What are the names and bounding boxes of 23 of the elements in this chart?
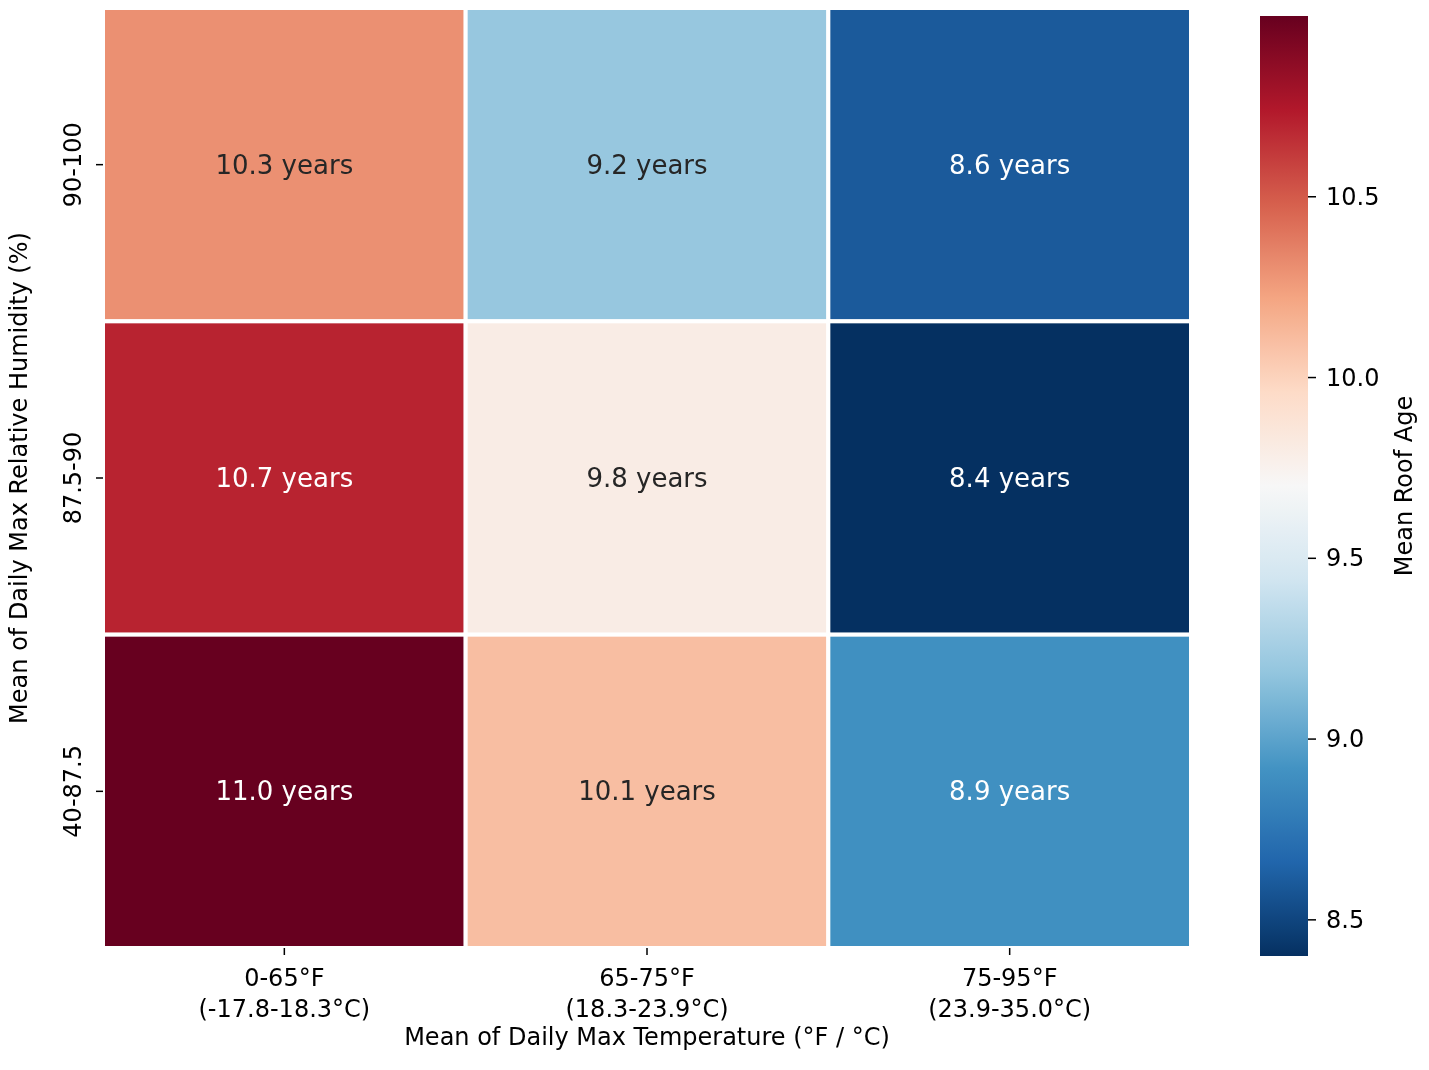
y-tick-label: 40-87.5 [59, 745, 87, 838]
color-bar-label: 10.5 [1326, 182, 1380, 211]
x-tick-label: 75-95°F (23.9-35.0°C) [928, 964, 1092, 1023]
y-axis-title: Mean of Daily Max Relative Humidity (%) [4, 232, 33, 724]
data-label: 10.1 years [578, 776, 716, 807]
data-label: 8.6 years [949, 149, 1071, 180]
data-label: 9.2 years [586, 149, 708, 180]
y-tick-label: 87.5-90 [59, 431, 87, 525]
color-bar-title: Mean Roof Age [1390, 395, 1418, 577]
x-tick-label: 0-65°F (-17.8-18.3°C) [198, 964, 371, 1023]
data-label: 8.4 years [949, 463, 1071, 493]
y-tick-label: 90-100 [59, 122, 87, 208]
color-bar-label: 9.5 [1326, 544, 1365, 573]
color-bar-label: 10.0 [1326, 363, 1380, 392]
data-label: 8.9 years [949, 776, 1071, 807]
x-tick-label: 65-75°F (18.3-23.9°C) [565, 964, 729, 1023]
color-bar-label: 9.0 [1326, 725, 1365, 754]
data-label: 11.0 years [215, 776, 354, 807]
data-label: 9.8 years [586, 463, 708, 493]
data-label: 10.7 years [215, 463, 354, 493]
color-bar-label: 8.5 [1326, 905, 1365, 934]
x-axis-title: Mean of Daily Max Temperature (°F / °C) [404, 1023, 890, 1051]
data-label: 10.3 years [215, 149, 354, 180]
